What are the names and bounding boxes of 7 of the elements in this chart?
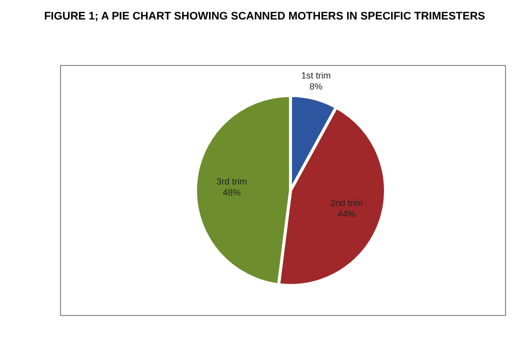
data-label: 44%	[338, 209, 356, 220]
slice-label: 3rd trim	[216, 176, 247, 186]
data-label: 48%	[222, 187, 241, 198]
slice-label: 1st trim	[301, 70, 331, 81]
chart-title: FIGURE 1; A PIE CHART SHOWING SCANNED MOTHERS IN SPECIFIC TRIMESTERS	[44, 10, 486, 22]
data-label: 8%	[310, 82, 323, 92]
slice-label: 2nd trim	[330, 198, 363, 208]
